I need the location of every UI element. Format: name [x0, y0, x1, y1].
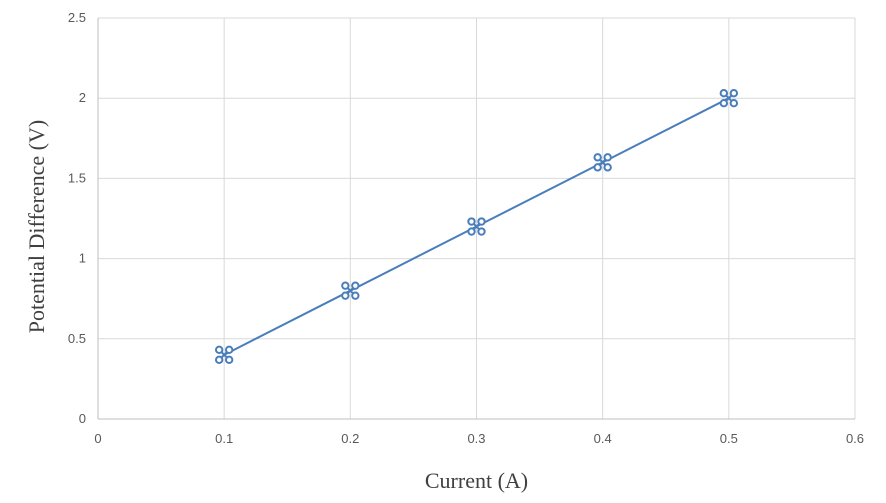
marker-circle — [719, 99, 729, 108]
x-tick-label: 0.6 — [846, 431, 864, 446]
x-tick-label: 0.3 — [467, 431, 485, 446]
marker-circle — [214, 345, 224, 355]
data-point — [341, 281, 360, 300]
y-tick-label: 1.5 — [68, 170, 86, 185]
marker-circle — [593, 153, 602, 162]
y-tick-label: 1 — [79, 251, 86, 266]
data-point — [593, 153, 612, 172]
series-layer — [214, 89, 739, 365]
grid-layer — [98, 17, 856, 419]
x-tick-label: 0 — [94, 431, 101, 446]
marker-circle — [603, 153, 612, 162]
y-axis-title: Potential Difference (V) — [24, 120, 49, 333]
x-tick-label: 0.1 — [215, 431, 233, 446]
marker-circle — [351, 281, 360, 290]
y-tick-label: 0.5 — [68, 331, 86, 346]
marker-circle — [341, 281, 350, 290]
marker-circle — [467, 217, 476, 226]
x-tick-label: 0.5 — [720, 431, 738, 446]
marker-circle — [729, 99, 739, 108]
marker-circle — [467, 227, 476, 236]
data-point — [214, 345, 234, 365]
marker-circle — [224, 345, 234, 355]
y-tick-label: 2.5 — [68, 10, 86, 25]
axes — [97, 18, 855, 420]
marker-circle — [477, 227, 486, 236]
marker-circle — [719, 89, 729, 98]
y-tick-label: 0 — [79, 411, 86, 426]
marker-circle — [603, 163, 612, 172]
data-point — [719, 89, 739, 108]
marker-circle — [214, 355, 224, 365]
data-point — [467, 217, 486, 236]
x-axis-title: Current (A) — [425, 468, 528, 493]
marker-circle — [593, 163, 602, 172]
marker-circle — [351, 291, 360, 300]
marker-circle — [224, 355, 234, 365]
y-tick-label: 2 — [79, 90, 86, 105]
marker-circle — [729, 89, 739, 98]
tick-labels: 0 0.5 1 1.5 2 2.5 0 0.1 0.2 0.3 0.4 0.5 0.6 — [68, 10, 864, 446]
marker-circle — [341, 291, 350, 300]
marker-circle — [477, 217, 486, 226]
x-tick-label: 0.4 — [594, 431, 612, 446]
x-tick-label: 0.2 — [341, 431, 359, 446]
